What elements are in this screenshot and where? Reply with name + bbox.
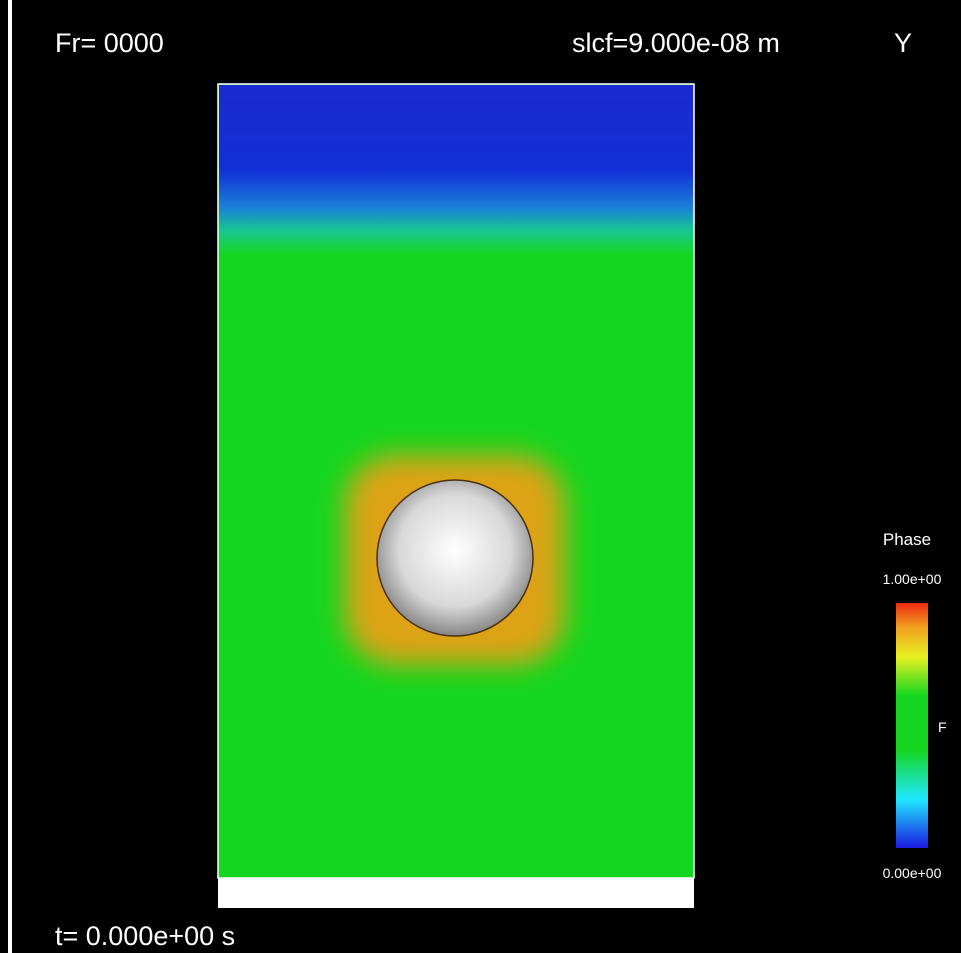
left-border bbox=[8, 0, 12, 953]
slice-label: slcf=9.000e-08 m bbox=[572, 28, 780, 58]
legend-mid: F bbox=[938, 719, 947, 735]
viewer: Fr= 0000 slcf=9.000e-08 m Y Phase 1.00e+… bbox=[0, 0, 961, 953]
bottom-bar bbox=[218, 878, 694, 908]
sphere bbox=[377, 480, 533, 636]
time-label: t= 0.000e+00 s bbox=[55, 921, 235, 951]
legend-min: 0.00e+00 bbox=[883, 865, 942, 881]
legend-title: Phase bbox=[883, 530, 931, 549]
colorbar bbox=[896, 603, 928, 848]
frame-label: Fr= 0000 bbox=[55, 28, 164, 58]
top-region bbox=[219, 85, 693, 255]
legend-max: 1.00e+00 bbox=[883, 571, 942, 587]
axis-label: Y bbox=[894, 28, 912, 58]
page: Fr= 0000 slcf=9.000e-08 m Y Phase 1.00e+… bbox=[0, 0, 961, 953]
